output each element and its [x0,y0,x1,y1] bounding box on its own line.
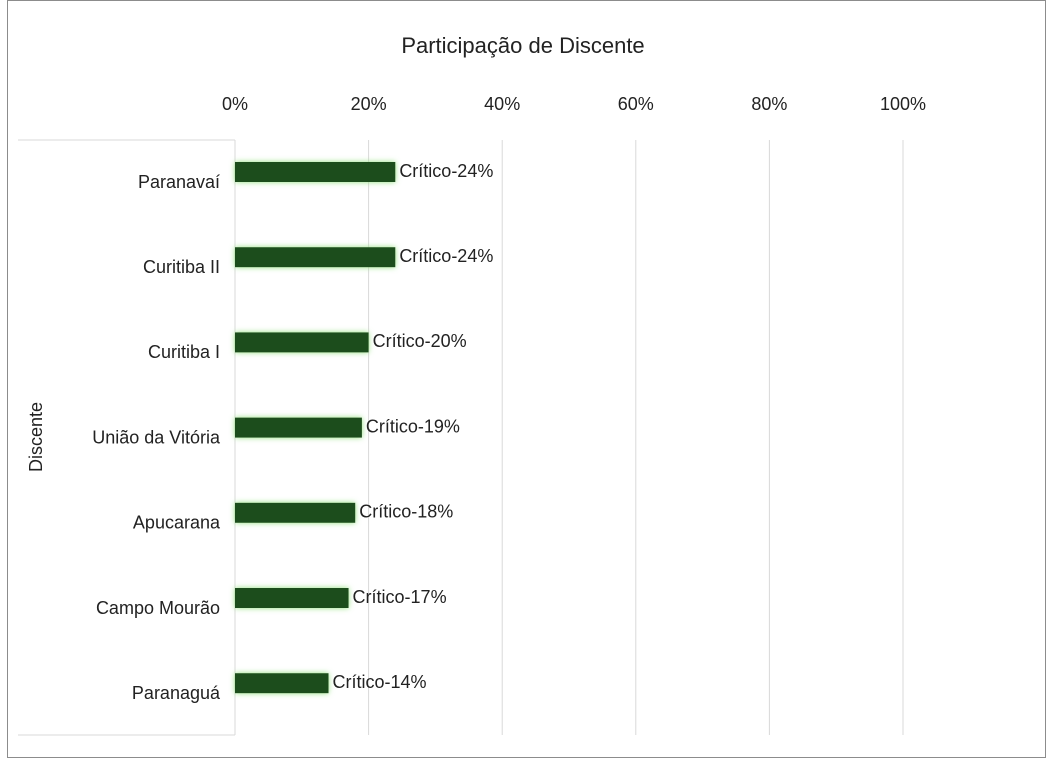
y-tick-label: Apucarana [133,513,221,533]
x-tick-label: 20% [351,94,387,114]
x-tick-label: 60% [618,94,654,114]
data-label: Crítico-20% [373,331,467,351]
y-tick-label: Paranaguá [132,683,221,703]
bar [235,502,356,523]
bar [235,673,329,694]
y-tick-label: Curitiba I [148,342,220,362]
data-label: Crítico-14% [333,672,427,692]
frame [7,0,1046,758]
chart-title: Participação de Discente [401,33,644,58]
x-tick-label: 0% [222,94,248,114]
data-label: Crítico-17% [353,587,447,607]
x-tick-label: 40% [484,94,520,114]
y-tick-label: Paranavaí [138,172,220,192]
bar [235,417,362,438]
bar [235,247,396,268]
x-tick-label: 80% [751,94,787,114]
data-label: Crítico-24% [399,246,493,266]
axis-label: Discente [26,402,46,472]
y-tick-label: União da Vitória [92,427,221,447]
data-label: Crítico-24% [399,161,493,181]
data-label: Crítico-19% [366,416,460,436]
x-tick-label: 100% [880,94,926,114]
bar [235,332,369,353]
bar [235,588,349,608]
y-tick-label: Curitiba II [143,257,220,277]
data-label: Crítico-18% [359,502,453,522]
y-tick-label: Campo Mourão [96,598,220,618]
bar [235,162,396,182]
